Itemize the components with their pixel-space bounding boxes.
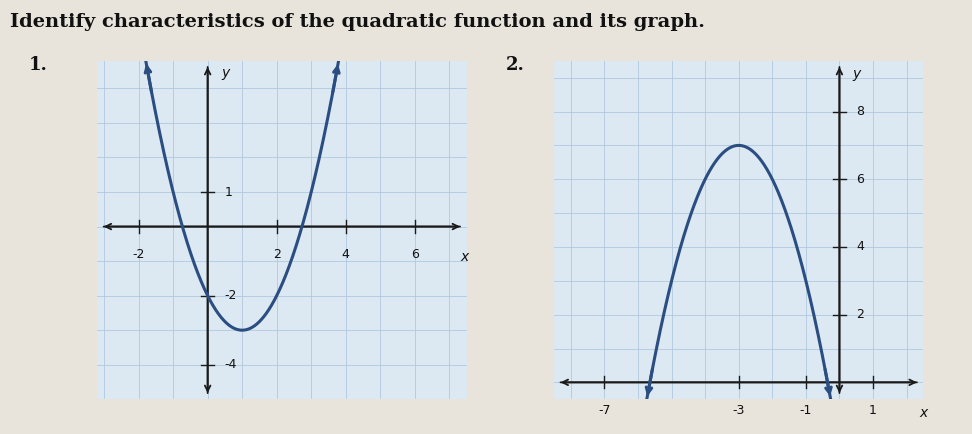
Text: 4: 4 (342, 248, 350, 261)
Text: 2: 2 (273, 248, 281, 261)
Text: y: y (221, 66, 229, 80)
Text: -3: -3 (733, 404, 745, 417)
Text: 1.: 1. (29, 56, 48, 74)
Text: 1: 1 (225, 185, 232, 198)
Text: 8: 8 (856, 105, 864, 118)
Text: 6: 6 (411, 248, 419, 261)
Text: -7: -7 (598, 404, 610, 417)
Text: -2: -2 (225, 289, 236, 302)
Text: 2: 2 (856, 308, 864, 321)
Text: Identify characteristics of the quadratic function and its graph.: Identify characteristics of the quadrati… (10, 13, 705, 31)
Text: -1: -1 (800, 404, 812, 417)
Text: 2.: 2. (505, 56, 524, 74)
Text: -2: -2 (132, 248, 145, 261)
Text: 6: 6 (856, 173, 864, 186)
Text: x: x (461, 250, 469, 264)
Text: y: y (852, 67, 861, 81)
Text: x: x (919, 405, 927, 420)
Text: 4: 4 (856, 240, 864, 253)
Text: 1: 1 (869, 404, 877, 417)
Text: -4: -4 (225, 358, 236, 371)
